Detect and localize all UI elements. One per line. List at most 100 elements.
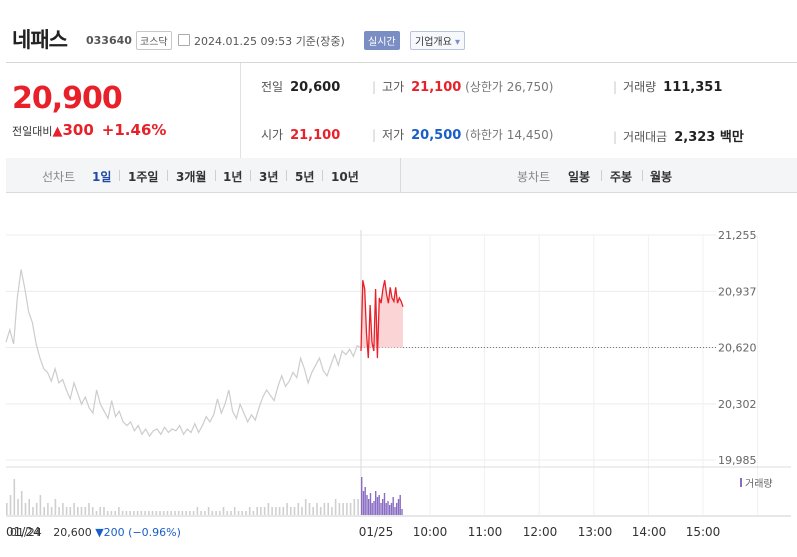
prev-volume-bar: [230, 511, 232, 515]
company-info-button[interactable]: 기업개요 ▾: [410, 31, 466, 50]
prev-volume-bar: [9, 495, 12, 515]
today-volume-bar: [369, 493, 372, 515]
prev-volume-bar: [80, 507, 83, 515]
chart-tab-bar: 선차트 1일 1주일 3개월 1년 3년 5년 10년 봉차트 일봉 주봉 월봉: [6, 158, 797, 193]
trade-amount-value: 2,323 백만: [674, 130, 744, 145]
x-tick-label: 01/25: [359, 525, 394, 539]
prev-volume-bar: [248, 507, 251, 515]
prev-volume-bar: [43, 507, 45, 515]
prev-volume-bar: [346, 503, 348, 515]
prev-volume-bar: [39, 495, 42, 515]
prev-volume-bar: [140, 511, 143, 515]
prev-volume-bar: [282, 507, 285, 515]
prev-volume-bar: [103, 507, 105, 515]
x-tick-label: 11:00: [468, 525, 503, 539]
prev-volume-bar: [151, 511, 154, 515]
current-price: 20,900: [12, 81, 123, 116]
prev-volume-bar: [159, 511, 161, 515]
prev-volume-bar: [47, 503, 49, 515]
prev-volume-bar: [13, 479, 16, 515]
prev-volume-bar: [24, 503, 27, 515]
prev-volume-bar: [233, 507, 236, 515]
prev-volume-bar: [166, 511, 169, 515]
tab-daily[interactable]: 일봉: [568, 170, 591, 184]
y-tick-label: 21,255: [718, 229, 757, 242]
high-cell: | 고가 21,100 (상한가 26,750): [372, 80, 554, 95]
prev-volume-bar: [237, 511, 240, 515]
prev-volume-bar: [312, 507, 314, 515]
prev-volume-bar: [125, 511, 128, 515]
volume-legend-label: 거래량: [745, 478, 773, 490]
prev-volume-bar: [136, 511, 139, 515]
tab-3y[interactable]: 3년: [259, 170, 279, 184]
prev-volume-bar: [118, 507, 120, 515]
change-amount: 300: [62, 121, 94, 139]
high-value: 21,100: [411, 80, 462, 95]
prev-volume-bar: [65, 507, 68, 515]
prev-volume-bar: [327, 503, 329, 515]
volume-cell: | 거래량 111,351: [613, 80, 723, 95]
tab-10y[interactable]: 10년: [331, 170, 359, 184]
prev-volume-bar: [331, 507, 333, 515]
prev-volume-bar: [275, 507, 277, 515]
prev-volume-bar: [260, 507, 262, 515]
today-volume-bar: [366, 495, 368, 515]
realtime-badge[interactable]: 실시간: [364, 31, 400, 50]
prev-volume-bar: [256, 507, 258, 515]
today-line: [360, 280, 404, 359]
prev-volume-bar: [6, 503, 8, 515]
today-volume-bar: [382, 499, 384, 515]
caret-down-icon: ▾: [455, 37, 461, 48]
prev-volume-bar: [278, 507, 281, 515]
tab-monthly[interactable]: 월봉: [650, 170, 673, 184]
today-volume-bar: [392, 497, 394, 515]
tab-weekly[interactable]: 주봉: [610, 170, 633, 184]
today-volume-bar: [368, 499, 370, 515]
prev-volume-bar: [297, 503, 300, 515]
quote-basis: 기준(장중): [295, 35, 345, 48]
y-tick-label: 20,620: [718, 342, 757, 355]
prev-volume-bar: [215, 511, 217, 515]
y-tick-label: 20,937: [718, 285, 757, 298]
today-volume-bar: [362, 491, 365, 515]
prev-volume-bar: [286, 503, 288, 515]
volume-value: 111,351: [663, 80, 723, 95]
today-volume-bar: [383, 493, 386, 515]
today-volume-bar: [380, 503, 382, 515]
prev-volume-bar: [226, 511, 229, 515]
today-volume-bar: [376, 497, 379, 515]
today-volume-bar: [373, 501, 375, 515]
tab-1y[interactable]: 1년: [223, 170, 243, 184]
prev-close-value: 20,600: [290, 80, 341, 95]
prev-volume-bar: [73, 503, 75, 515]
change-percent: +1.46%: [101, 121, 167, 139]
tab-1d[interactable]: 1일: [92, 170, 112, 184]
tab-3m[interactable]: 3개월: [176, 170, 207, 184]
prev-day-change: ▼200: [95, 526, 125, 539]
today-volume-bar: [394, 507, 396, 515]
volume-legend-swatch: [740, 478, 742, 487]
prev-volume-bar: [110, 511, 113, 515]
prev-volume-bar: [304, 499, 307, 515]
prev-volume-bar: [58, 507, 60, 515]
prev-volume-bar: [207, 507, 210, 515]
change-label: 전일대비: [12, 125, 53, 138]
quote-datetime: 2024.01.25 09:53 기준(장중): [194, 35, 345, 48]
today-volume-bar: [399, 495, 401, 515]
prev-volume-bar: [114, 511, 116, 515]
prev-volume-bar: [200, 511, 202, 515]
prev-day-percent: (−0.96%): [128, 526, 181, 539]
prev-volume-bar: [301, 507, 303, 515]
today-volume-bar: [375, 491, 377, 515]
prev-volume-bar: [17, 499, 19, 515]
tab-1w[interactable]: 1주일: [128, 170, 159, 184]
today-volume-bar: [371, 503, 373, 515]
prev-volume-bar: [133, 511, 135, 515]
tab-5y[interactable]: 5년: [295, 170, 315, 184]
market-badge: 코스닥: [136, 31, 172, 50]
trade-amount-cell: | 거래대금 2,323 백만: [613, 130, 744, 145]
prev-volume-bar: [84, 507, 87, 515]
upper-limit: (상한가 26,750): [465, 80, 554, 94]
x-tick-label: 15:00: [686, 525, 721, 539]
prev-volume-bar: [342, 503, 344, 515]
